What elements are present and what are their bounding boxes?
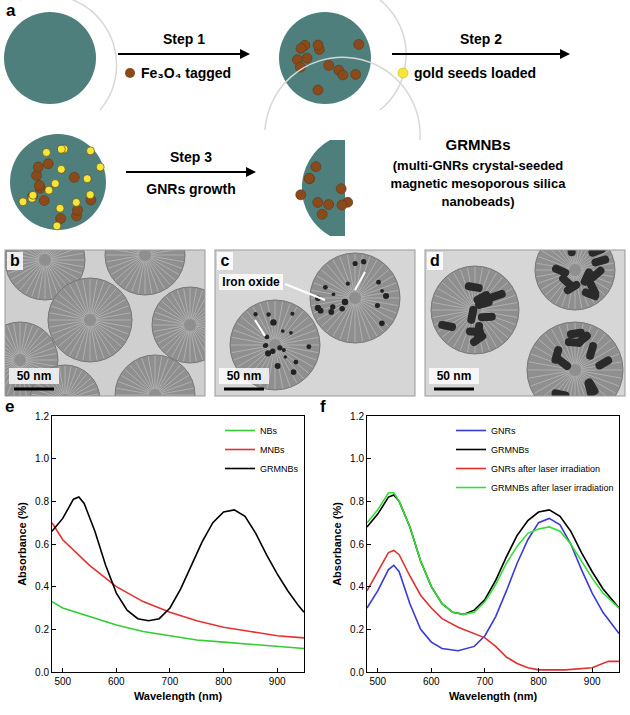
- svg-text:0.4: 0.4: [35, 581, 49, 592]
- svg-text:Step 1: Step 1: [163, 31, 205, 47]
- svg-text:nanobeads): nanobeads): [442, 194, 515, 209]
- svg-text:Step 3: Step 3: [170, 149, 212, 165]
- svg-text:500: 500: [369, 676, 386, 687]
- svg-text:Fe₃O₄ tagged: Fe₃O₄ tagged: [141, 65, 231, 81]
- html-text:e: e: [5, 397, 15, 416]
- svg-text:0.2: 0.2: [350, 624, 364, 635]
- svg-text:0.2: 0.2: [35, 624, 49, 635]
- svg-text:900: 900: [584, 676, 601, 687]
- svg-text:GNRs growth: GNRs growth: [146, 181, 235, 197]
- svg-text:500: 500: [54, 676, 71, 687]
- svg-text:Absorbance (%): Absorbance (%): [331, 502, 343, 586]
- svg-text:GNRs after laser irradiation: GNRs after laser irradiation: [491, 464, 600, 474]
- svg-text:Absorbance (%): Absorbance (%): [16, 502, 28, 586]
- svg-text:a: a: [6, 1, 16, 20]
- svg-text:50 nm: 50 nm: [227, 369, 262, 383]
- svg-text:1.2: 1.2: [350, 411, 364, 422]
- svg-text:0.8: 0.8: [35, 496, 49, 507]
- svg-text:Wavelength (nm): Wavelength (nm): [134, 690, 223, 702]
- svg-text:(multi-GNRs crystal-seeded: (multi-GNRs crystal-seeded: [393, 158, 564, 173]
- svg-text:magnetic mesoporous silica: magnetic mesoporous silica: [391, 176, 567, 191]
- svg-text:700: 700: [477, 676, 494, 687]
- svg-text:c: c: [221, 252, 230, 269]
- svg-text:GRMNBs after laser irradiation: GRMNBs after laser irradiation: [491, 483, 614, 493]
- svg-text:Wavelength (nm): Wavelength (nm): [449, 690, 538, 702]
- svg-text:50 nm: 50 nm: [17, 369, 52, 383]
- svg-text:Iron oxide: Iron oxide: [222, 275, 280, 289]
- svg-text:0.6: 0.6: [35, 539, 49, 550]
- svg-text:1.0: 1.0: [35, 453, 49, 464]
- svg-text:600: 600: [423, 676, 440, 687]
- svg-text:d: d: [430, 252, 440, 269]
- svg-text:0.8: 0.8: [350, 496, 364, 507]
- svg-text:b: b: [10, 252, 20, 269]
- svg-text:GRMNBs: GRMNBs: [445, 136, 510, 153]
- svg-text:600: 600: [108, 676, 125, 687]
- svg-text:Step 2: Step 2: [460, 31, 502, 47]
- svg-text:800: 800: [530, 676, 547, 687]
- svg-text:1.2: 1.2: [35, 411, 49, 422]
- svg-text:1.0: 1.0: [350, 453, 364, 464]
- svg-text:0.6: 0.6: [350, 539, 364, 550]
- svg-text:0.0: 0.0: [35, 667, 49, 678]
- svg-text:MNBs: MNBs: [260, 445, 285, 455]
- svg-text:gold seeds loaded: gold seeds loaded: [414, 65, 536, 81]
- svg-text:0.4: 0.4: [350, 581, 364, 592]
- svg-text:700: 700: [162, 676, 179, 687]
- svg-text:900: 900: [269, 676, 286, 687]
- html-text:f: f: [320, 397, 326, 416]
- svg-text:800: 800: [215, 676, 232, 687]
- svg-text:0.0: 0.0: [350, 667, 364, 678]
- svg-text:GRMNBs: GRMNBs: [260, 464, 298, 474]
- svg-text:50 nm: 50 nm: [437, 369, 472, 383]
- svg-text:GRMNBs: GRMNBs: [491, 445, 529, 455]
- svg-text:NBs: NBs: [260, 426, 278, 436]
- svg-text:GNRs: GNRs: [491, 426, 516, 436]
